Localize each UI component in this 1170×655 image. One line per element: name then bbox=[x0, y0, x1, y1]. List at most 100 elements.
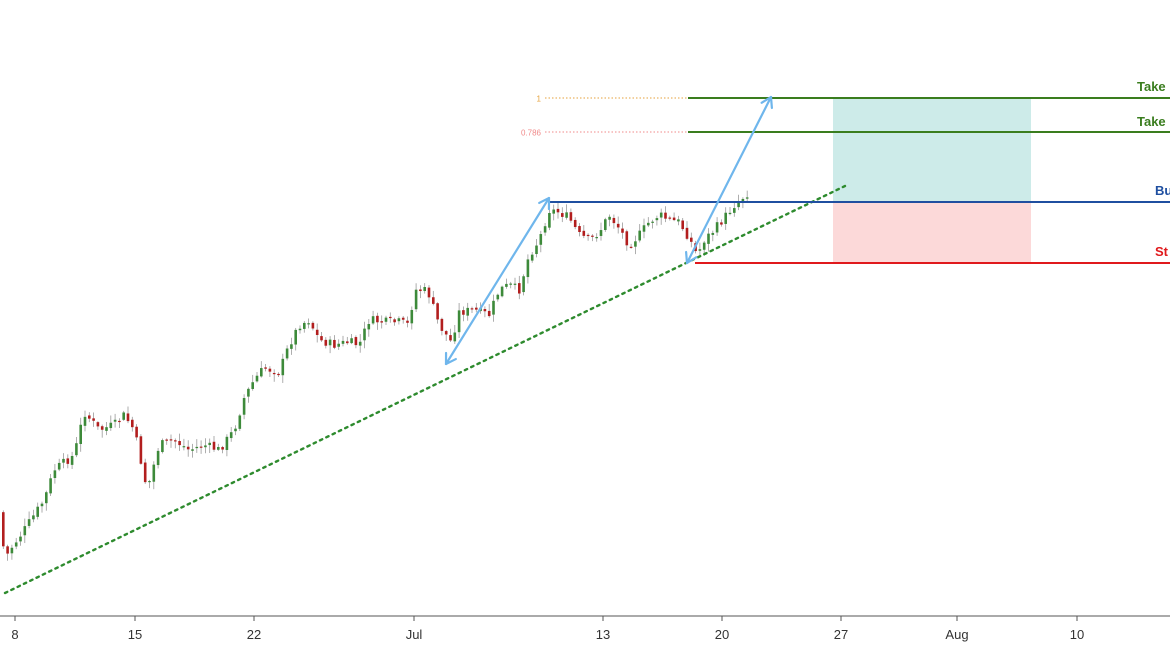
candle-body bbox=[88, 415, 91, 419]
candle-body bbox=[668, 217, 672, 219]
candle-body bbox=[229, 432, 233, 439]
candle-body bbox=[552, 209, 555, 214]
candle-body bbox=[260, 368, 263, 377]
candle-body bbox=[453, 332, 457, 342]
candle-body bbox=[143, 462, 147, 483]
candle-body bbox=[294, 329, 297, 345]
candle-body bbox=[2, 512, 5, 547]
candle-body bbox=[191, 449, 194, 451]
candle-body bbox=[573, 219, 577, 228]
candle-body bbox=[148, 480, 151, 483]
candle-body bbox=[578, 226, 581, 233]
candle-body bbox=[113, 419, 117, 422]
candle-body bbox=[100, 426, 104, 430]
candle-body bbox=[440, 318, 444, 331]
swing-arrow-first-leg[interactable] bbox=[444, 196, 551, 366]
profit-zone bbox=[833, 98, 1031, 202]
candle-body bbox=[70, 455, 74, 465]
candle-body bbox=[414, 289, 418, 310]
x-tick-label: 20 bbox=[715, 627, 729, 642]
candle-body bbox=[642, 225, 646, 232]
candle-body bbox=[535, 245, 538, 255]
candle-body bbox=[522, 276, 525, 293]
candle-body bbox=[126, 413, 130, 422]
candle-body bbox=[509, 283, 512, 285]
candle-body bbox=[419, 289, 422, 292]
take-profit-2-label: Take bbox=[1137, 79, 1166, 94]
candle-body bbox=[406, 320, 409, 323]
candle-body bbox=[690, 237, 693, 242]
candle-body bbox=[315, 329, 319, 335]
arrow-head bbox=[538, 196, 551, 211]
candle-body bbox=[664, 212, 667, 219]
x-tick-label: 22 bbox=[247, 627, 261, 642]
candle-body bbox=[487, 310, 491, 317]
candle-body bbox=[62, 458, 65, 463]
candle-body bbox=[75, 443, 78, 456]
x-tick-label: Jul bbox=[406, 627, 423, 642]
candle-body bbox=[320, 336, 323, 341]
candle-body bbox=[135, 426, 138, 438]
candle-body bbox=[380, 321, 383, 323]
candle-body bbox=[659, 212, 663, 218]
candle-body bbox=[298, 328, 302, 331]
candle-body bbox=[612, 217, 616, 224]
stop-loss-label: St bbox=[1155, 244, 1169, 259]
candle-body bbox=[324, 339, 328, 346]
ascending-trendline[interactable] bbox=[3, 184, 847, 595]
candle-body bbox=[608, 216, 611, 220]
candle-body bbox=[23, 526, 27, 536]
candle-body bbox=[251, 382, 254, 389]
candle-body bbox=[526, 259, 530, 278]
candle-body bbox=[221, 447, 224, 450]
candle-body bbox=[195, 446, 199, 449]
candle-body bbox=[36, 506, 39, 517]
candle-body bbox=[548, 213, 551, 228]
candle-body bbox=[212, 441, 216, 450]
candle-body bbox=[655, 218, 659, 221]
x-tick-label: 13 bbox=[596, 627, 610, 642]
candle-body bbox=[225, 436, 229, 451]
candle-body bbox=[629, 246, 633, 248]
candle-body bbox=[427, 287, 431, 298]
candle-body bbox=[346, 341, 349, 344]
candle-body bbox=[367, 324, 371, 330]
swing-arrow-projected-leg[interactable] bbox=[685, 95, 773, 265]
candle-body bbox=[174, 440, 177, 442]
candle-body bbox=[277, 373, 280, 376]
candle-body bbox=[105, 427, 108, 431]
candle-body bbox=[156, 450, 160, 466]
candle-body bbox=[470, 308, 474, 310]
candle-body bbox=[45, 492, 48, 504]
candle-body bbox=[238, 415, 242, 429]
candle-body bbox=[169, 439, 173, 441]
candle-body bbox=[217, 447, 220, 450]
candle-body bbox=[247, 388, 250, 397]
candle-body bbox=[40, 503, 44, 507]
candle-body bbox=[513, 283, 517, 285]
fib-level-1-label: 1 bbox=[537, 95, 542, 104]
candle-body bbox=[543, 226, 547, 233]
candle-body bbox=[49, 478, 52, 494]
candle-body bbox=[122, 412, 125, 420]
arrow-head bbox=[444, 351, 457, 366]
candle-body bbox=[290, 344, 293, 349]
candle-body bbox=[307, 323, 310, 325]
candle-body bbox=[337, 343, 340, 347]
candle-body bbox=[281, 358, 285, 376]
candle-body bbox=[32, 515, 35, 520]
candle-body bbox=[264, 367, 267, 369]
candle-body bbox=[109, 422, 113, 429]
candle-body bbox=[604, 219, 607, 230]
candle-body bbox=[139, 436, 143, 464]
candle-body bbox=[14, 542, 18, 547]
x-tick-label: 10 bbox=[1070, 627, 1084, 642]
candle-body bbox=[741, 198, 745, 202]
candle-body bbox=[672, 217, 676, 221]
candle-body bbox=[311, 322, 315, 329]
candle-body bbox=[616, 223, 620, 228]
candle-body bbox=[475, 307, 478, 310]
candle-body bbox=[363, 328, 366, 341]
